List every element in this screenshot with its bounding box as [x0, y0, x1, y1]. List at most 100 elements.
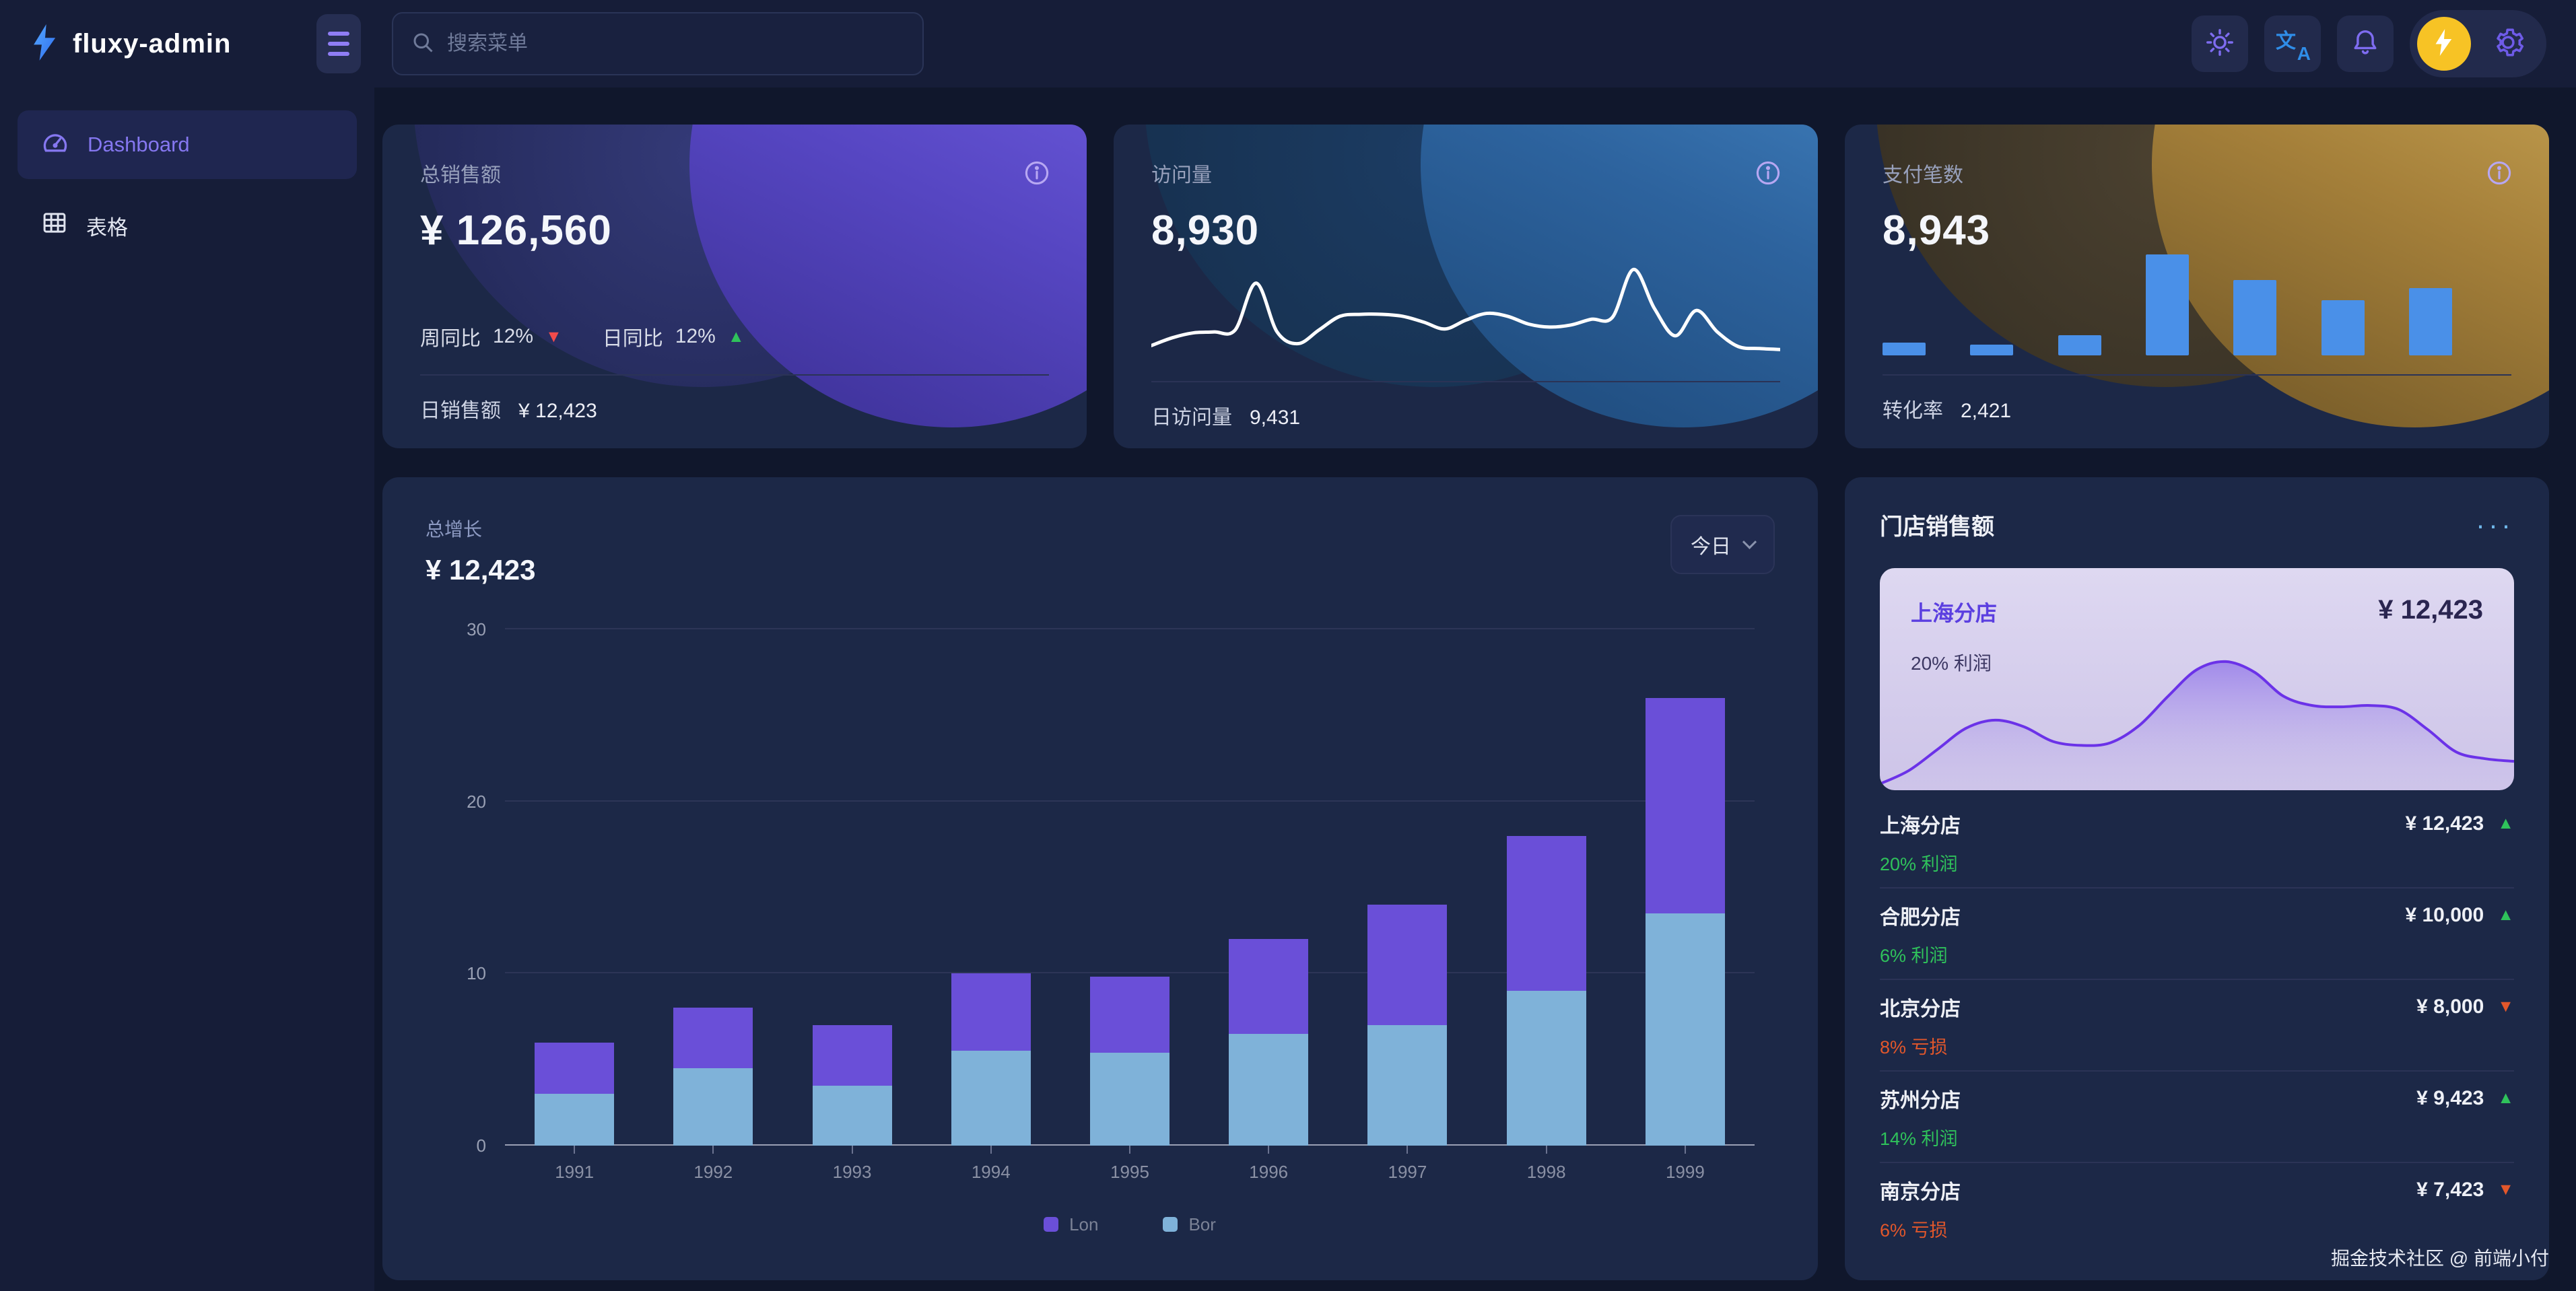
visits-value: 8,930	[1151, 207, 1260, 254]
store-row: 北京分店 ¥ 8,000 ▼ 8% 亏损	[1880, 980, 2514, 1072]
avatar-bolt-icon	[2434, 28, 2454, 59]
grid-line	[505, 628, 1755, 629]
store-row: 苏州分店 ¥ 9,423 ▲ 14% 利润	[1880, 1072, 2514, 1163]
info-button[interactable]	[2484, 158, 2514, 191]
store-name: 合肥分店	[1880, 906, 1961, 929]
settings-button[interactable]	[2491, 26, 2525, 63]
payments-mini-bars	[1883, 254, 2511, 355]
x-tick-1998: 1998	[1477, 1146, 1616, 1195]
mini-bar	[2233, 279, 2277, 355]
bar-1992-bor	[673, 1068, 753, 1146]
x-tick-1995: 1995	[1060, 1146, 1199, 1195]
card-title: 总销售额	[420, 164, 501, 186]
day-trend: 日同比 12% ▲	[602, 325, 745, 350]
sun-icon	[2204, 27, 2235, 61]
sidebar-item-table[interactable]: 表格	[18, 191, 357, 260]
avatar[interactable]	[2417, 17, 2471, 71]
growth-value: ¥ 12,423	[426, 554, 536, 586]
store-row: 合肥分店 ¥ 10,000 ▲ 6% 利润	[1880, 888, 2514, 980]
store-row: 南京分店 ¥ 7,423 ▼ 6% 亏损	[1880, 1163, 2514, 1253]
bar-1997-bor	[1367, 1025, 1448, 1146]
sidebar-item-label: Dashboard	[88, 133, 190, 156]
sidebar-item-dashboard[interactable]: Dashboard	[18, 110, 357, 179]
mini-bar	[2408, 287, 2452, 355]
theme-toggle-button[interactable]	[2192, 15, 2248, 72]
highlight-store-name: 上海分店	[1911, 601, 1998, 625]
trend-down-icon: ▼	[2497, 997, 2514, 1016]
bar-1996-bor	[1229, 1033, 1309, 1146]
bar-group-1996	[1199, 629, 1338, 1146]
stats-row: 总销售额 ¥ 126,560 周同比 12% ▼ 日同比	[382, 125, 2549, 448]
bar-1991-bor	[535, 1094, 615, 1146]
week-trend: 周同比 12% ▼	[420, 325, 562, 350]
divider	[420, 374, 1049, 376]
bar-1999-lon	[1645, 698, 1725, 913]
x-tick-1994: 1994	[922, 1146, 1060, 1195]
trend-up-icon: ▲	[2497, 905, 2514, 924]
info-button[interactable]	[1753, 158, 1783, 191]
date-range-select[interactable]: 今日	[1670, 515, 1775, 574]
logo-bolt-icon	[31, 24, 59, 64]
bar-group-1991	[505, 629, 644, 1146]
search-input-box[interactable]	[392, 12, 924, 75]
mini-bar	[2145, 254, 2189, 355]
bar-1999-bor	[1645, 913, 1725, 1146]
logo: fluxy-admin	[0, 24, 316, 64]
x-tick-1993: 1993	[782, 1146, 921, 1195]
bar-1991-lon	[535, 1042, 615, 1094]
store-name: 上海分店	[1880, 814, 1961, 837]
store-list: 上海分店 ¥ 12,423 ▲ 20% 利润 合肥分店 ¥ 10,000 ▲ 6% 利润 北京分…	[1880, 797, 2514, 1253]
sidebar: Dashboard 表格	[0, 88, 374, 1291]
info-button[interactable]	[1022, 158, 1052, 191]
footer-credit: 掘金技术社区 @ 前端小付	[2331, 1248, 2549, 1269]
legend-item-lon[interactable]: Lon	[1044, 1214, 1098, 1235]
store-name: 北京分店	[1880, 998, 1961, 1020]
menu-toggle-button[interactable]	[316, 14, 361, 73]
mini-bar	[2321, 300, 2365, 355]
stores-card: 门店销售额 ··· 上海分店 ¥ 12,423 20% 利润 上海分店 ¥ 12,…	[1845, 477, 2549, 1280]
visits-sparkline	[1151, 254, 1780, 362]
y-axis-label: 0	[476, 1136, 486, 1156]
notifications-button[interactable]	[2337, 15, 2394, 72]
growth-chart: 0 10 20 30 1991 1992 1993 1994 1995 1996 1997 1998…	[467, 619, 1755, 1253]
bar-1994-bor	[951, 1051, 1031, 1146]
search-input[interactable]	[447, 32, 905, 55]
table-grid-icon	[40, 209, 69, 242]
growth-title: 总增长	[426, 519, 483, 540]
bell-icon	[2350, 27, 2381, 61]
user-pill[interactable]	[2410, 10, 2546, 77]
bar-1993-lon	[812, 1025, 892, 1086]
bar-group-1998	[1477, 629, 1616, 1146]
bar-group-1995	[1060, 629, 1199, 1146]
store-name: 苏州分店	[1880, 1089, 1961, 1112]
store-change-label: 14% 利润	[1880, 1128, 1958, 1149]
x-tick-1992: 1992	[644, 1146, 782, 1195]
bar-1998-lon	[1506, 835, 1586, 991]
bar-1995-lon	[1089, 977, 1170, 1053]
x-tick-1996: 1996	[1199, 1146, 1338, 1195]
conversion-footer: 转化率 2,421	[1883, 400, 2012, 422]
bar-1993-bor	[812, 1085, 892, 1146]
trend-up-icon: ▲	[2497, 814, 2514, 833]
visits-card: 访问量 8,930 日访问量 9,431	[1114, 125, 1818, 448]
x-tick-1999: 1999	[1616, 1146, 1755, 1195]
x-tick-1991: 1991	[505, 1146, 644, 1195]
chevron-down-icon	[1742, 534, 1757, 549]
y-axis-label: 20	[467, 791, 486, 812]
more-icon-button[interactable]: ···	[2476, 508, 2514, 540]
store-value: ¥ 8,000	[2416, 995, 2484, 1018]
store-value: ¥ 10,000	[2405, 903, 2484, 926]
legend-item-bor[interactable]: Bor	[1163, 1214, 1216, 1235]
legend-swatch	[1044, 1217, 1059, 1232]
bar-group-1994	[922, 629, 1060, 1146]
payments-card: 支付笔数 8,943 转化率 2,421	[1845, 125, 2549, 448]
bar-1997-lon	[1367, 905, 1448, 1026]
highlight-store-profit: 20% 利润	[1911, 653, 1992, 674]
bar-group-1997	[1338, 629, 1477, 1146]
legend-swatch	[1163, 1217, 1178, 1232]
mini-bar	[1883, 342, 1926, 355]
x-axis-labels: 1991 1992 1993 1994 1995 1996 1997 1998 1999	[505, 1146, 1755, 1195]
